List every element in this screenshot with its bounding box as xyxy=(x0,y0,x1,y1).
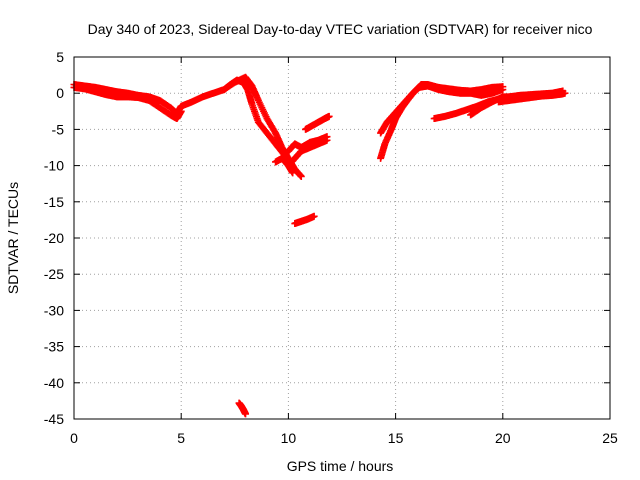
data-point xyxy=(323,136,331,144)
axis-ticks xyxy=(73,56,611,420)
series-trace-d xyxy=(284,133,331,155)
x-tick-label: 25 xyxy=(602,430,618,446)
data-point xyxy=(325,112,333,120)
y-tick-label: -20 xyxy=(44,230,64,246)
series-trace-m xyxy=(495,90,567,106)
x-tick-label: 15 xyxy=(388,430,404,446)
data-point xyxy=(297,172,305,180)
y-tick-label: -10 xyxy=(44,158,64,174)
y-tick-label: -15 xyxy=(44,194,64,210)
x-tick-label: 0 xyxy=(70,430,78,446)
y-tick-labels: 5 0 -5 -10 -15 -20 -25 -30 -35 -40 -45 xyxy=(44,49,64,427)
data-point xyxy=(559,90,567,98)
x-tick-label: 20 xyxy=(495,430,511,446)
series-trace-b xyxy=(70,83,185,123)
y-tick-label: -35 xyxy=(44,339,64,355)
series-trace-h xyxy=(235,399,250,418)
y-tick-label: 0 xyxy=(56,85,64,101)
series-trace-g xyxy=(291,212,318,228)
chart-title: Day 340 of 2023, Sidereal Day-to-day VTE… xyxy=(88,21,593,37)
y-tick-label: 5 xyxy=(56,49,64,65)
series-trace-f xyxy=(302,112,333,133)
series-trace-e xyxy=(272,136,331,170)
data-point xyxy=(310,212,318,220)
y-tick-label: -25 xyxy=(44,266,64,282)
x-tick-label: 5 xyxy=(177,430,185,446)
y-tick-label: -40 xyxy=(44,375,64,391)
y-tick-label: -45 xyxy=(44,411,64,427)
y-axis-label: SDTVAR / TECUs xyxy=(5,182,21,294)
data-point xyxy=(242,410,250,418)
data-point xyxy=(499,86,507,94)
data-markers xyxy=(70,73,569,418)
x-axis-label: GPS time / hours xyxy=(287,458,394,474)
series-trace-j xyxy=(377,82,507,137)
y-tick-label: -5 xyxy=(52,121,65,137)
data-point xyxy=(177,107,185,115)
y-tick-label: -30 xyxy=(44,302,64,318)
x-tick-labels: 0 5 10 15 20 25 xyxy=(70,430,618,446)
x-tick-label: 10 xyxy=(281,430,297,446)
